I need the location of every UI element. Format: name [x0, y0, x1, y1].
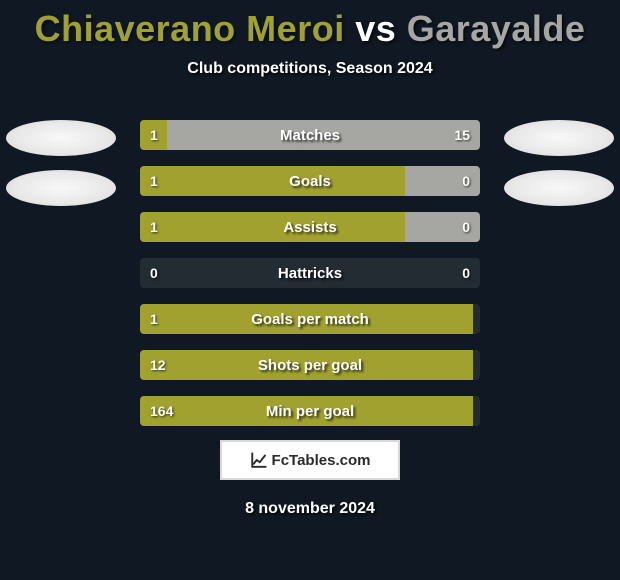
avatar [6, 170, 116, 206]
bar-fill-a [140, 166, 405, 196]
bar-value-b [460, 350, 480, 380]
avatar [504, 170, 614, 206]
bar-value-a: 164 [140, 396, 183, 426]
bar-row: 164Min per goal [140, 396, 480, 426]
bar-row: 10Assists [140, 212, 480, 242]
bar-fill-a [140, 396, 473, 426]
subtitle: Club competitions, Season 2024 [0, 60, 620, 78]
bar-value-b [460, 304, 480, 334]
footer-date: 8 november 2024 [0, 500, 620, 518]
watermark: FcTables.com [220, 440, 400, 480]
bar-row: 10Goals [140, 166, 480, 196]
bar-fill-a [140, 304, 473, 334]
bar-value-a: 1 [140, 120, 168, 150]
avatar [504, 120, 614, 156]
avatar [6, 120, 116, 156]
title-vs: vs [345, 8, 407, 49]
title-player-a: Chiaverano Meroi [35, 8, 345, 49]
bar-fill-b [167, 120, 480, 150]
bar-row: 0 0Hattricks [140, 258, 480, 288]
bar-fill-a [140, 350, 473, 380]
bar-value-a: 1 [140, 304, 168, 334]
bar-value-a: 1 [140, 212, 168, 242]
bar-value-b: 0 [452, 166, 480, 196]
watermark-text: FcTables.com [272, 452, 371, 469]
bar-label: Hattricks [140, 258, 480, 288]
bar-value-b [460, 396, 480, 426]
page-title: Chiaverano Meroi vs Garayalde [0, 0, 620, 50]
title-player-b: Garayalde [407, 8, 586, 49]
chart-icon [250, 451, 268, 469]
bar-row: 115Matches [140, 120, 480, 150]
bar-fill-a [140, 212, 405, 242]
bar-value-a: 1 [140, 166, 168, 196]
bar-value-b: 15 [444, 120, 480, 150]
comparison-bars: 115Matches10Goals10Assists00Hattricks1Go… [140, 120, 480, 442]
bar-value-a: 12 [140, 350, 176, 380]
bar-value-b: 0 [452, 258, 480, 288]
bar-value-a: 0 [140, 258, 168, 288]
bar-row: 12Shots per goal [140, 350, 480, 380]
bar-row: 1Goals per match [140, 304, 480, 334]
bar-value-b: 0 [452, 212, 480, 242]
